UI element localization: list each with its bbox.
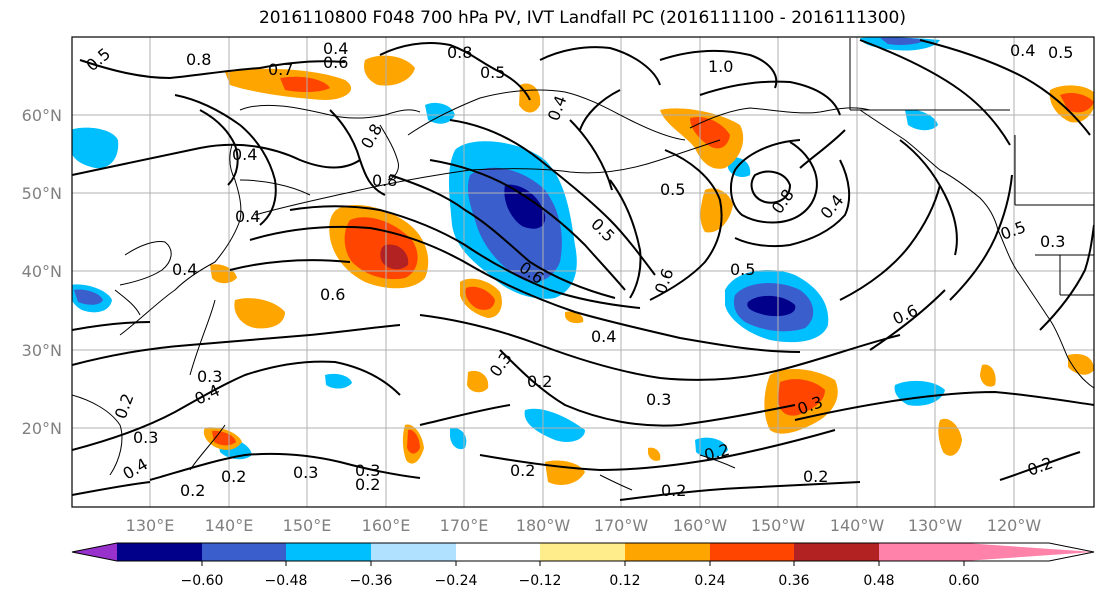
lat-label: 50°N [22,184,62,203]
contour-label: 0.5 [480,63,505,82]
colorbar-tick-label: 0.24 [694,573,725,589]
colorbar-tick-label: 0.60 [948,573,979,589]
contour-label: 0.2 [803,467,828,486]
colorbar-segment [879,543,964,561]
contour-label: 0.4 [235,207,260,226]
colorbar-segment [625,543,710,561]
lon-label: 160°W [673,516,728,535]
negative-anomaly-region [448,141,577,299]
lon-label: 180°W [516,516,571,535]
colorbar-segment [371,543,456,561]
lon-label: 150°W [751,516,806,535]
colorbar-segment [286,543,371,561]
lon-label: 140°E [205,516,254,535]
lon-label: 120°W [987,516,1042,535]
pv-contours [72,39,1094,501]
pv-anomaly-shading [72,37,1094,485]
colorbar-segment [710,543,794,561]
contour-label: 0.5 [730,260,755,279]
longitude-labels: 130°E 140°E 150°E 160°E 170°E 180°W 170°… [126,516,1042,535]
contour-label: 0.2 [661,481,686,500]
colorbar-tick-label: −0.24 [435,573,478,589]
contour-label: 0.3 [133,428,158,447]
contour-label: 0.2 [221,467,246,486]
contour-label: 0.8 [447,43,472,62]
contour-label: 0.6 [320,285,345,304]
lon-label: 140°W [830,516,885,535]
contour-label: 0.2 [527,372,552,391]
colorbar-segment [456,543,540,561]
colorbar: −0.60 −0.48 −0.36 −0.24 −0.12 0.12 0.24 … [71,542,1095,589]
contour-label: 0.4 [1010,41,1035,60]
contour-label: 0.8 [372,171,397,190]
contour-label: 0.4 [172,260,197,279]
lon-label: 160°E [362,516,411,535]
lat-label: 40°N [22,262,62,281]
negative-anomaly-region [725,270,829,343]
colorbar-segment [202,543,286,561]
contour-label: 0.8 [186,50,211,69]
contour-label: 0.3 [355,461,380,480]
colorbar-tick-label: −0.36 [350,573,393,589]
graticule [72,37,1094,507]
contour-label: 0.4 [591,327,616,346]
contour-label: 0.3 [1040,232,1065,251]
lon-label: 150°E [283,516,332,535]
colorbar-outline [71,542,1095,562]
colorbar-tick-label: −0.60 [181,573,224,589]
map-area: 0.5 0.8 0.4 0.6 0.7 0.8 0.5 1.0 0.5 0.4 … [72,37,1094,507]
latitude-labels: 60°N 50°N 40°N 30°N 20°N [22,106,62,438]
colorbar-segment [117,543,202,561]
colorbar-tick-label: 0.48 [863,573,894,589]
contour-label: 0.4 [323,39,348,58]
contour-label: 0.2 [510,461,535,480]
contour-label: 0.4 [232,145,257,164]
contour-label: 1.0 [708,57,733,76]
positive-anomaly-region [203,55,1094,485]
contour-label: 0.2 [355,475,380,494]
colorbar-tick-label: 0.12 [609,573,640,589]
contour-label: 0.6 [323,53,348,72]
colorbar-extend-max [964,543,1094,561]
lon-label: 170°W [594,516,649,535]
lon-label: 130°W [908,516,963,535]
lon-label: 130°E [126,516,175,535]
positive-anomaly-region [329,205,429,289]
contour-label: 0.3 [646,390,671,409]
contour-label: 0.7 [268,60,293,79]
colorbar-tick-label: 0.36 [778,573,809,589]
colorbar-tick-label: −0.48 [265,573,308,589]
contour-label: 0.5 [1048,43,1073,62]
contour-label: 0.2 [180,481,205,500]
lon-label: 170°E [440,516,489,535]
colorbar-segment [540,543,625,561]
lat-label: 30°N [22,341,62,360]
lat-label: 20°N [22,419,62,438]
colorbar-extend-min [72,543,117,561]
contour-label: 0.3 [197,367,222,386]
contour-label: 0.3 [293,463,318,482]
figure-title: 2016110800 F048 700 hPa PV, IVT Landfall… [258,8,906,28]
colorbar-ticks [201,561,965,566]
lat-label: 60°N [22,106,62,125]
map-frame [71,36,1095,508]
colorbar-tick-label: −0.12 [519,573,562,589]
colorbar-segment [794,543,879,561]
contour-label: 0.5 [660,180,685,199]
